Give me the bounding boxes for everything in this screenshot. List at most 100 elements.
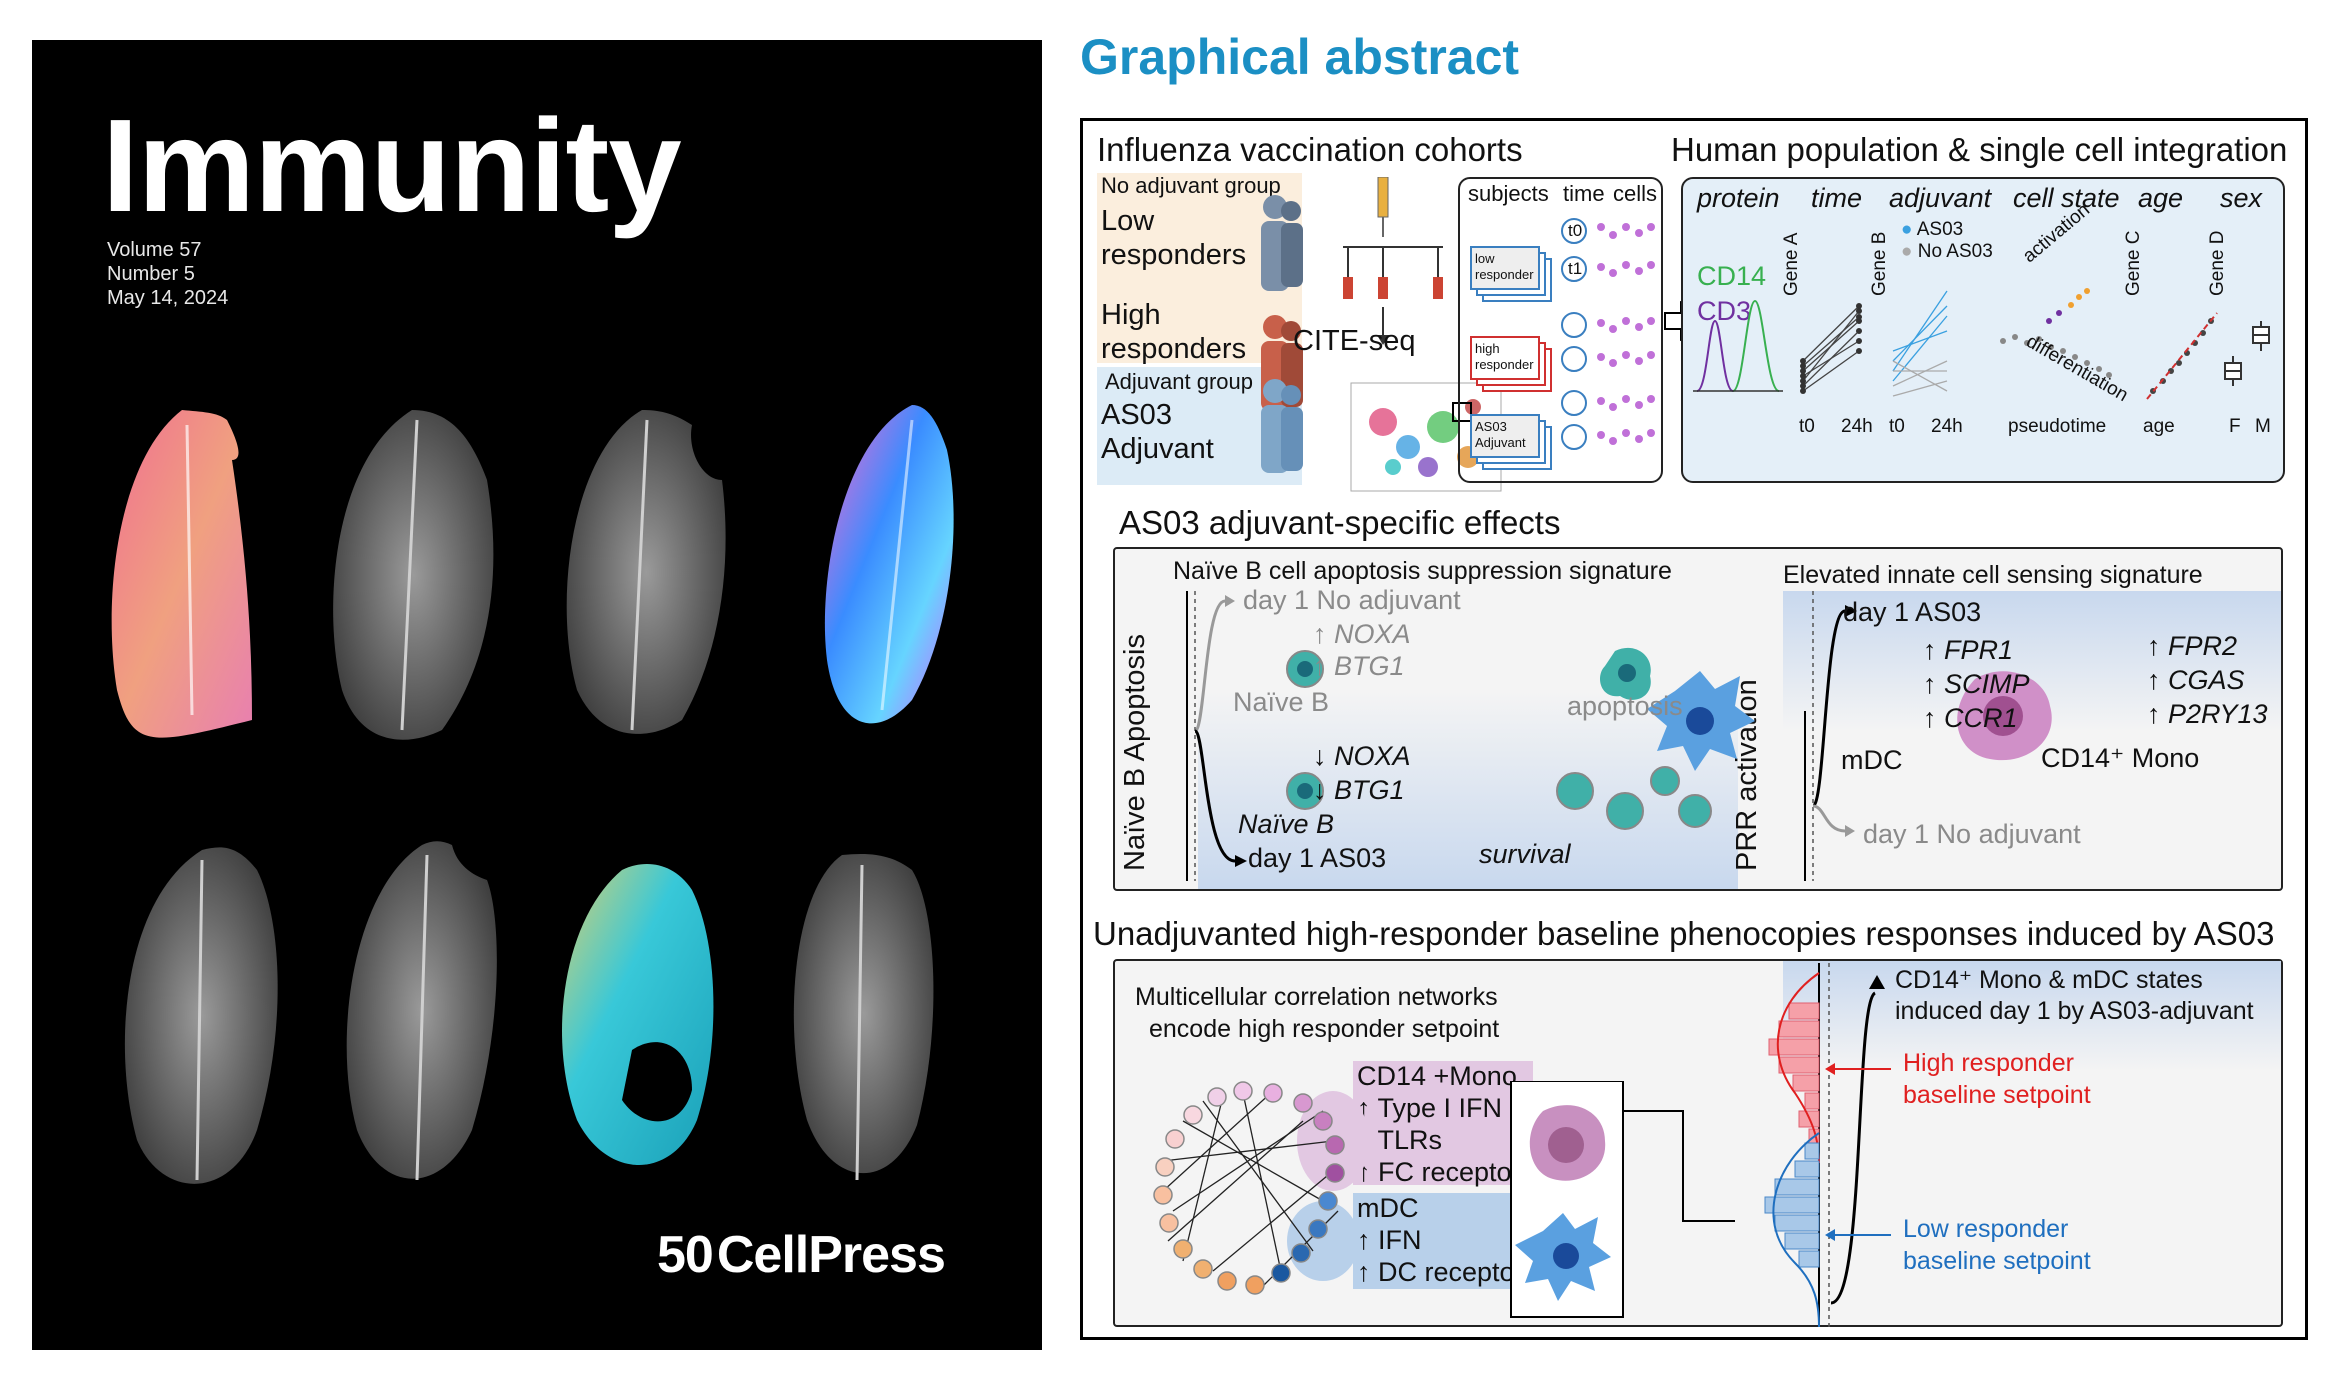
baseline-gradient xyxy=(1783,961,2281,1071)
high-setpoint-2: baseline setpoint xyxy=(1903,1081,2091,1109)
day1-no-adjuvant-left: day 1 No adjuvant xyxy=(1243,585,1461,615)
legend-no-as03: ● No AS03 xyxy=(1901,241,1993,262)
high-responders-2: responders xyxy=(1101,333,1247,365)
leaf-7 xyxy=(562,864,714,1165)
baseline-mdc-icon xyxy=(1515,1213,1611,1301)
leaf-2 xyxy=(333,410,494,740)
low-responders-2: responders xyxy=(1101,239,1247,271)
cover-date: May 14, 2024 xyxy=(107,287,229,309)
mono-block-fc: ↑ FC receptors xyxy=(1357,1157,1535,1187)
publisher-name: CellPress xyxy=(716,1226,946,1284)
gene-b-label: Gene B xyxy=(1869,231,1890,296)
abstract-frame: Influenza vaccination cohorts No adjuvan… xyxy=(1080,118,2308,1340)
mdc-block xyxy=(1353,1193,1533,1289)
right-panel-title: Elevated innate cell sensing signature xyxy=(1783,561,2203,589)
col-protein: protein xyxy=(1697,183,1780,213)
person-icon-adjuvant xyxy=(1261,379,1303,473)
col-time: time xyxy=(1811,183,1863,213)
integration-plots xyxy=(1693,288,2270,400)
cover-number: Number 5 xyxy=(107,263,195,285)
integration-panel xyxy=(1681,177,2285,483)
leaf-4 xyxy=(824,405,954,724)
apoptosis-label: apoptosis xyxy=(1567,691,1683,721)
umap-plot xyxy=(1350,382,1502,492)
leaf-3 xyxy=(566,410,726,734)
no-adjuvant-label: No adjuvant group xyxy=(1101,173,1281,198)
naive-b-cell-icon xyxy=(1286,650,1324,688)
mdc-block-ifn: ↑ IFN xyxy=(1357,1225,1422,1255)
time-tick-1: t0 xyxy=(1799,416,1815,437)
col-age: age xyxy=(2138,183,2184,213)
survival-b-cell-icon xyxy=(1286,772,1324,810)
day1-as03-right: day 1 AS03 xyxy=(1843,597,1982,627)
cohort-illustration xyxy=(1261,177,1502,492)
leaf-artwork xyxy=(111,405,954,1184)
high-responders-1: High xyxy=(1101,299,1161,331)
induced-line-2: induced day 1 by AS03-adjuvant xyxy=(1895,997,2254,1025)
induced-line-1: CD14⁺ Mono & mDC states xyxy=(1895,966,2203,994)
table-header-time: time xyxy=(1563,181,1605,206)
integration-title: Human population & single cell integrati… xyxy=(1671,131,2288,168)
leaf-6 xyxy=(346,841,497,1181)
specific-title: AS03 adjuvant-specific effects xyxy=(1119,504,1561,541)
col-cell-state: cell state xyxy=(2013,183,2120,213)
left-panel-title: Naïve B cell apoptosis suppression signa… xyxy=(1173,557,1672,585)
stack-label-low-1: low xyxy=(1475,251,1495,266)
mdc-block-dc: ↑ DC receptors xyxy=(1357,1257,1538,1287)
cohort-table xyxy=(1458,177,1663,483)
table-header-subjects: subjects xyxy=(1468,181,1549,206)
col-sex: sex xyxy=(2220,183,2263,213)
mdc-gene-scimp: ↑ SCIMP xyxy=(1923,669,2030,699)
cohorts-title: Influenza vaccination cohorts xyxy=(1097,131,1523,168)
sex-tick-m: M xyxy=(2255,416,2271,437)
network-title-2: encode high responder setpoint xyxy=(1149,1015,1500,1043)
setpoint-distributions xyxy=(1764,963,1891,1327)
naive-b-apoptosis-axis: Naïve B Apoptosis xyxy=(1119,634,1151,871)
down-btg1: ↓ BTG1 xyxy=(1313,775,1405,805)
adjuvant-group-label: Adjuvant group xyxy=(1105,369,1253,394)
mono-gene-cgas: ↑ CGAS xyxy=(2147,665,2245,695)
apoptosis-cell-icon xyxy=(1600,647,1651,700)
as03-adjuvant-2: Adjuvant xyxy=(1101,433,1214,465)
time-tick-3: t0 xyxy=(1889,416,1905,437)
mono-block-ifn: ↑ Type I IFN xyxy=(1357,1093,1503,1123)
up-noxa: ↑ NOXA xyxy=(1313,619,1411,649)
baseline-mono-icon xyxy=(1529,1105,1606,1181)
correlation-network xyxy=(1153,1081,1735,1318)
legend-as03: ● AS03 xyxy=(1901,219,1964,240)
baseline-title: Unadjuvanted high-responder baseline phe… xyxy=(1093,915,2275,952)
specific-arrows xyxy=(1186,591,2052,881)
gene-d-label: Gene D xyxy=(2207,230,2228,296)
mono-block xyxy=(1353,1061,1533,1185)
cover-volume: Volume 57 xyxy=(107,239,202,261)
low-setpoint-2: baseline setpoint xyxy=(1903,1247,2091,1275)
leaf-5 xyxy=(124,847,278,1184)
mono-block-tlrs: ↑ TLRs xyxy=(1357,1125,1443,1155)
gene-c-label: Gene C xyxy=(2123,230,2144,296)
abstract-heading: Graphical abstract xyxy=(1080,29,1520,85)
stack-label-low-2: responder xyxy=(1475,267,1534,282)
leaf-8 xyxy=(793,853,934,1181)
publisher-mark: 50 xyxy=(657,1226,714,1284)
cd14-mono-icon xyxy=(1957,671,2052,761)
stack-label-high-1: high xyxy=(1475,341,1500,356)
mdc-gene-fpr1: ↑ FPR1 xyxy=(1923,635,2014,665)
as03-adjuvant-1: AS03 xyxy=(1101,399,1172,431)
col-adjuvant: adjuvant xyxy=(1889,183,1992,213)
mdc-label: mDC xyxy=(1841,745,1903,775)
time-tick-2: 24h xyxy=(1841,416,1873,437)
publisher-logo: 50 CellPress xyxy=(657,1225,946,1285)
up-btg1: ↑ BTG1 xyxy=(1313,651,1405,681)
stack-label-as03-2: Adjuvant xyxy=(1475,435,1526,450)
time-label-t1: t1 xyxy=(1568,259,1583,278)
protein-cd14: CD14 xyxy=(1697,261,1767,291)
gene-a-label: Gene A xyxy=(1781,232,1802,296)
day1-as03-left: day 1 AS03 xyxy=(1248,843,1387,873)
survival-label: survival xyxy=(1479,839,1571,869)
time-tick-4: 24h xyxy=(1931,416,1963,437)
stack-label-high-2: responder xyxy=(1475,357,1534,372)
mono-gene-p2ry13: ↑ P2RY13 xyxy=(2147,699,2268,729)
low-setpoint-1: Low responder xyxy=(1903,1215,2069,1243)
leaf-1 xyxy=(111,410,253,738)
mdc-gene-ccr1: ↑ CCR1 xyxy=(1923,703,2018,733)
